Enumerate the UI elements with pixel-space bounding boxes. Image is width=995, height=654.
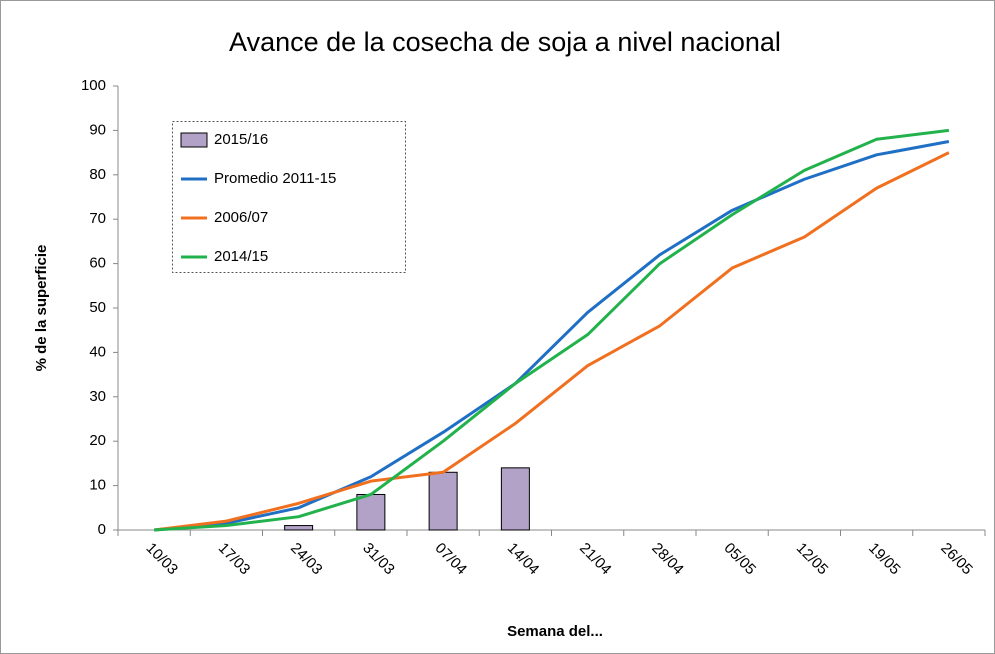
legend-label: 2014/15 bbox=[214, 248, 268, 265]
y-tick-label: 60 bbox=[89, 255, 106, 272]
y-tick-label: 10 bbox=[89, 477, 106, 494]
y-tick-label: 20 bbox=[89, 432, 106, 449]
bar bbox=[500, 467, 530, 531]
y-tick-label: 80 bbox=[89, 166, 106, 183]
line-series bbox=[153, 140, 950, 532]
legend-label: 2015/16 bbox=[214, 131, 268, 148]
x-axis-title: Semana del... bbox=[507, 623, 603, 640]
legend-swatch bbox=[180, 132, 208, 148]
y-axis-title: % de la superficie bbox=[33, 245, 50, 372]
bar bbox=[356, 493, 386, 531]
bar bbox=[284, 525, 314, 531]
chart-title: Avance de la cosecha de soja a nivel nac… bbox=[229, 27, 781, 57]
legend-label: 2006/07 bbox=[214, 209, 268, 226]
y-tick-label: 40 bbox=[89, 343, 106, 360]
legend-box bbox=[172, 121, 406, 273]
legend-label: Promedio 2011-15 bbox=[214, 170, 336, 187]
line-series bbox=[154, 128, 950, 532]
y-tick-label: 50 bbox=[89, 299, 106, 316]
line-series bbox=[153, 151, 950, 532]
y-tick-label: 100 bbox=[81, 77, 106, 94]
bar bbox=[428, 471, 458, 531]
y-tick-label: 90 bbox=[89, 121, 106, 138]
y-tick-label: 0 bbox=[98, 521, 106, 538]
y-tick-label: 70 bbox=[89, 210, 106, 227]
y-tick-label: 30 bbox=[89, 388, 106, 405]
